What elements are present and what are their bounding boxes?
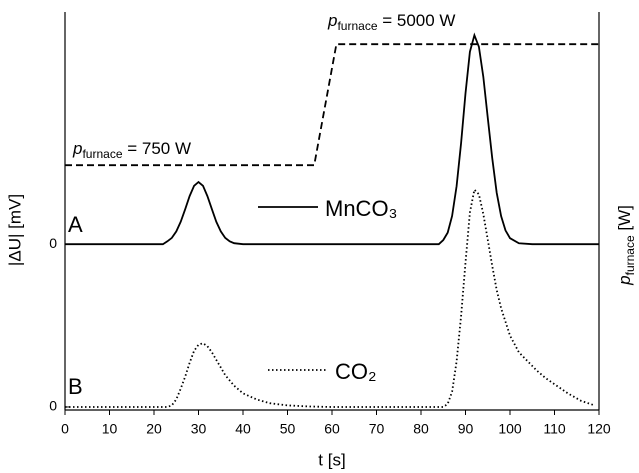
x-tick-label: 70	[369, 421, 385, 437]
y-tick-label: 0	[49, 235, 57, 251]
x-tick-label: 20	[146, 421, 162, 437]
x-tick-label: 0	[61, 421, 69, 437]
x-axis-label: t [s]	[318, 450, 345, 469]
annotation: pfurnace = 5000 W	[327, 11, 455, 33]
x-tick-label: 40	[235, 421, 251, 437]
x-tick-label: 120	[587, 421, 611, 437]
panel-label: B	[68, 374, 83, 399]
x-tick-label: 10	[102, 421, 118, 437]
annotation-text: = 5000 W	[378, 11, 456, 30]
x-tick-label: 60	[324, 421, 340, 437]
legend-label: CO₂	[335, 359, 377, 384]
x-tick-label: 30	[191, 421, 207, 437]
y-axis-label: |ΔU| [mV]	[5, 194, 24, 266]
series-line	[65, 187, 595, 408]
subscript: furnace	[623, 235, 637, 275]
symbol: p	[72, 139, 82, 158]
annotation-text: = 750 W	[123, 139, 192, 158]
subscript: furnace	[82, 147, 122, 161]
series-line	[65, 43, 599, 167]
symbol: p	[615, 275, 634, 285]
x-tick-label: 80	[413, 421, 429, 437]
legend-label: MnCO₃	[325, 196, 398, 221]
x-tick-label: 90	[458, 421, 474, 437]
y-tick-label: 0	[49, 398, 57, 414]
panel-label: A	[68, 212, 83, 237]
y2-axis-label-group: pfurnace [W]	[615, 205, 637, 286]
annotation: pfurnace = 750 W	[72, 139, 191, 161]
x-tick-label: 50	[280, 421, 296, 437]
subscript: furnace	[337, 19, 377, 33]
y2-axis-label: pfurnace [W]	[615, 205, 637, 286]
annotation-text: [W]	[615, 205, 634, 235]
symbol: p	[327, 11, 337, 30]
series-line	[65, 32, 599, 246]
x-tick-label: 100	[498, 421, 522, 437]
x-tick-label: 110	[543, 421, 566, 437]
